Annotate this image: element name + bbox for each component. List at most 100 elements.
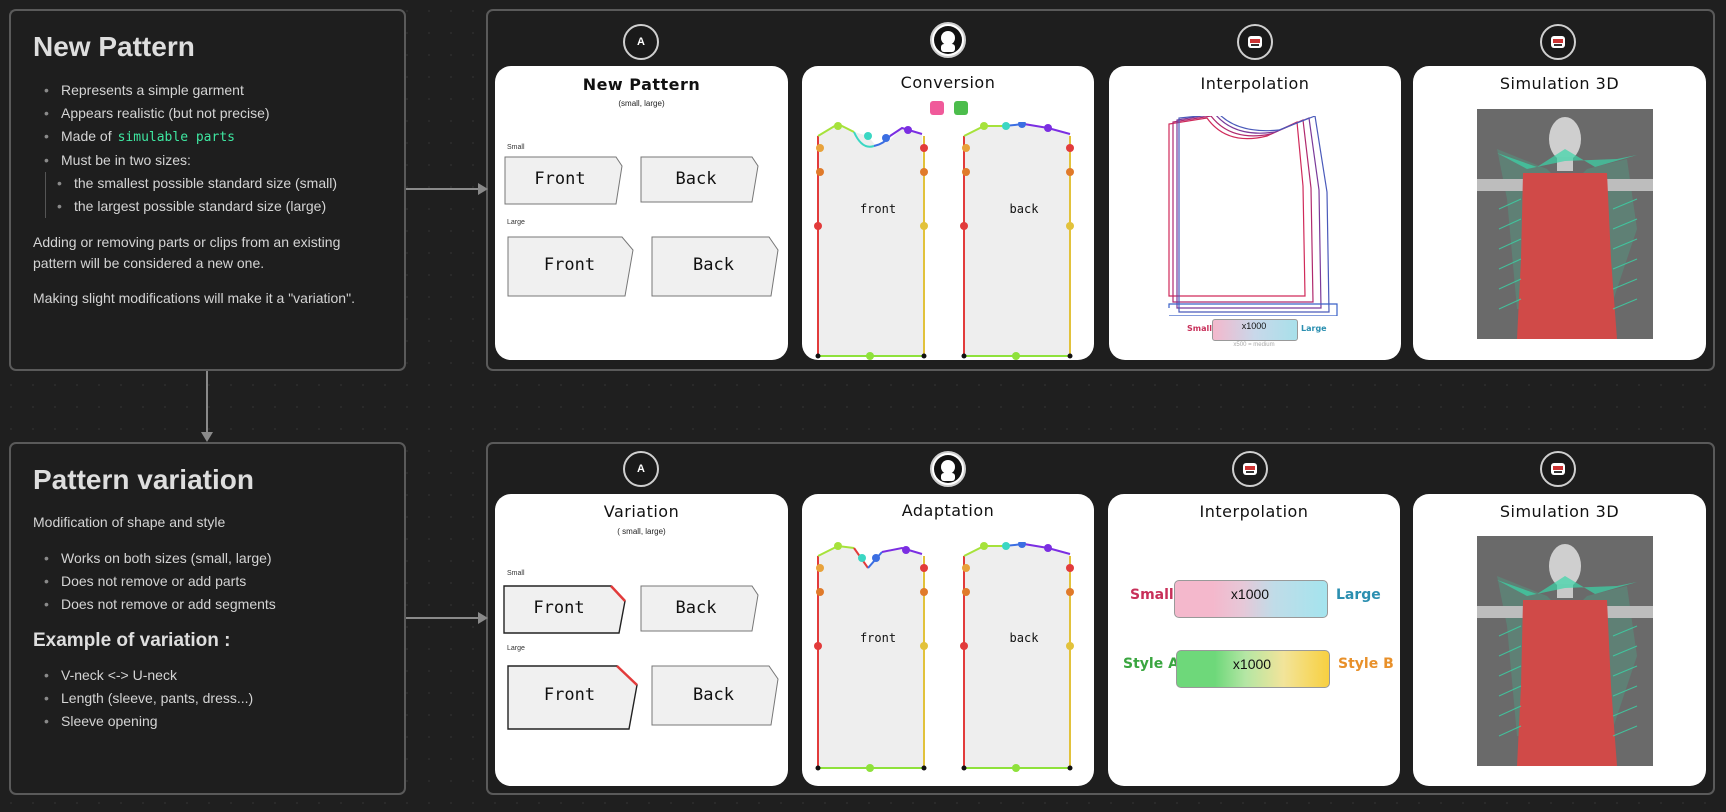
card-subtitle: (small, large) xyxy=(618,99,665,108)
back-pattern-label: back xyxy=(1009,202,1039,216)
simulation-3d-card: Simulation 3D xyxy=(1413,66,1706,360)
bullet-item: Works on both sizes (small, large) xyxy=(44,547,382,570)
connector-line xyxy=(206,371,208,434)
arrow-right-icon xyxy=(478,183,488,195)
letter-a-icon: A xyxy=(623,451,659,487)
new-pattern-para2: Making slight modifications will make it… xyxy=(33,290,355,306)
large-label: Large xyxy=(1336,587,1381,603)
size-label-small: Small xyxy=(507,570,525,577)
piece-label: Front xyxy=(543,255,596,275)
piece-label: Back xyxy=(693,685,734,705)
bullet-item: Must be in two sizes: xyxy=(44,149,382,172)
bullet-text: Made of xyxy=(61,128,112,144)
sub-bullet-item: the largest possible standard size (larg… xyxy=(57,195,382,218)
interpolation-bar xyxy=(1212,319,1298,341)
new-pattern-card: New Pattern (small, large) Small Large F… xyxy=(495,66,788,360)
size-label-large: Large xyxy=(507,645,525,652)
card-title: Simulation 3D xyxy=(1499,74,1620,93)
front-piece-small xyxy=(503,585,626,634)
front-piece-small xyxy=(504,156,623,205)
bullet-item: Made of simulable parts xyxy=(44,125,382,149)
front-pattern-label: front xyxy=(859,631,897,645)
back-piece-large xyxy=(651,236,779,297)
arrow-down-icon xyxy=(201,432,213,442)
piece-label: Back xyxy=(675,169,717,189)
size-sub-bullets: the smallest possible standard size (sma… xyxy=(45,172,382,218)
piece-label: Front xyxy=(543,685,596,705)
bullet-item: Does not remove or add segments xyxy=(44,593,382,616)
front-pattern-diagram xyxy=(814,122,928,360)
back-piece-small xyxy=(640,585,759,632)
front-pattern-diagram xyxy=(814,542,928,772)
pattern-variation-title: Pattern variation xyxy=(33,464,254,495)
card-title: Variation xyxy=(603,502,680,521)
simulable-parts-code: simulable parts xyxy=(117,130,235,145)
simulation-render-image xyxy=(1477,536,1653,766)
sub-bullet-item: the smallest possible standard size (sma… xyxy=(57,172,382,195)
new-pattern-panel: New Pattern Represents a simple garment … xyxy=(9,9,406,371)
interpolation-card: Interpolation Small x1000 Large x500 = m… xyxy=(1109,66,1401,360)
small-label: Small xyxy=(1130,587,1174,603)
interpolation-card: Interpolation Small x1000 Large Style A … xyxy=(1108,494,1400,786)
card-title: Adaptation xyxy=(901,501,995,520)
green-tag-icon xyxy=(954,101,968,115)
variation-card: Variation ( small, large) Small Large Fr… xyxy=(495,494,788,786)
front-piece-large xyxy=(507,665,638,730)
avatar-icon xyxy=(930,451,966,487)
bullet-item: V-neck <-> U-neck xyxy=(44,664,382,687)
piece-label: Front xyxy=(534,169,586,189)
style-b-label: Style B xyxy=(1338,656,1394,672)
piece-label: Back xyxy=(675,598,717,618)
front-pattern-label: front xyxy=(859,202,897,216)
pink-tag-icon xyxy=(930,101,944,115)
style-a-label: Style A xyxy=(1123,656,1179,672)
pattern-variation-intro: Modification of shape and style xyxy=(33,514,226,530)
conversion-card: Conversion front back xyxy=(802,66,1094,360)
style-interpolation-bar xyxy=(1176,650,1330,688)
card-title: Interpolation xyxy=(1199,502,1309,521)
interpolation-value: x1000 xyxy=(1241,321,1267,331)
large-label: Large xyxy=(1301,324,1327,333)
adaptation-card: Adaptation front back xyxy=(802,494,1094,786)
bullet-item: Appears realistic (but not precise) xyxy=(44,102,382,125)
example-title: Example of variation : xyxy=(33,630,231,651)
arrow-right-icon xyxy=(478,612,488,624)
size-label-large: Large xyxy=(507,219,525,226)
piece-label: Front xyxy=(533,598,585,618)
style-interpolation-value: x1000 xyxy=(1232,656,1272,672)
avatar-icon xyxy=(930,22,966,58)
card-subtitle: ( small, large) xyxy=(617,527,666,536)
bullet-item: Length (sleeve, pants, dress...) xyxy=(44,687,382,710)
example-bullets: V-neck <-> U-neck Length (sleeve, pants,… xyxy=(33,664,382,733)
robot-icon xyxy=(1540,24,1576,60)
variation-bullets: Works on both sizes (small, large) Does … xyxy=(33,547,382,616)
simulation-render-image xyxy=(1477,109,1653,339)
new-pattern-para1: Adding or removing parts or clips from a… xyxy=(33,234,341,271)
card-title: Interpolation xyxy=(1200,74,1310,93)
back-piece-small xyxy=(640,156,759,203)
card-title: Conversion xyxy=(900,73,996,92)
bullet-item: Sleeve opening xyxy=(44,710,382,733)
back-pattern-diagram xyxy=(960,542,1074,772)
new-pattern-title: New Pattern xyxy=(33,31,195,62)
back-pattern-diagram xyxy=(960,122,1074,360)
size-interpolation-bar xyxy=(1174,580,1328,618)
robot-icon xyxy=(1232,451,1268,487)
simulation-3d-card: Simulation 3D xyxy=(1413,494,1706,786)
card-title: Simulation 3D xyxy=(1499,502,1620,521)
robot-icon xyxy=(1237,24,1273,60)
pattern-variation-panel: Pattern variation Modification of shape … xyxy=(9,442,406,795)
back-pattern-label: back xyxy=(1009,631,1039,645)
interpolation-outlines xyxy=(1168,116,1338,316)
back-piece-large xyxy=(651,665,779,726)
small-label: Small xyxy=(1187,324,1212,333)
card-title: New Pattern xyxy=(582,75,701,94)
size-interpolation-value: x1000 xyxy=(1230,586,1270,602)
front-piece-large xyxy=(507,236,634,297)
new-pattern-bullets: Represents a simple garment Appears real… xyxy=(33,79,382,218)
robot-icon xyxy=(1540,451,1576,487)
medium-note: x500 = medium xyxy=(1233,342,1275,348)
letter-a-icon: A xyxy=(623,24,659,60)
bullet-item: Represents a simple garment xyxy=(44,79,382,102)
size-label-small: Small xyxy=(507,144,525,151)
